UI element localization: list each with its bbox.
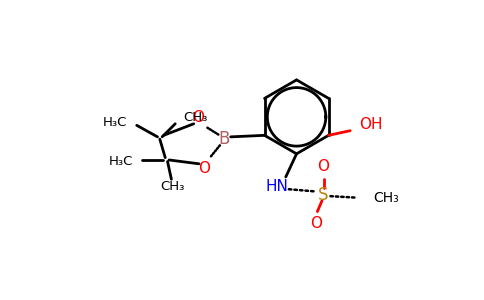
Text: O: O xyxy=(310,216,322,231)
Text: S: S xyxy=(318,186,329,204)
Text: CH₃: CH₃ xyxy=(161,180,185,194)
Text: HN: HN xyxy=(266,179,289,194)
Text: CH₃: CH₃ xyxy=(373,191,398,206)
Text: CH₃: CH₃ xyxy=(183,111,207,124)
Text: H₃C: H₃C xyxy=(108,155,133,168)
Text: H₃C: H₃C xyxy=(103,116,127,129)
Text: OH: OH xyxy=(359,117,383,132)
Text: B: B xyxy=(219,130,230,148)
Text: O: O xyxy=(192,110,204,125)
Text: O: O xyxy=(198,161,210,176)
Text: O: O xyxy=(318,159,330,174)
